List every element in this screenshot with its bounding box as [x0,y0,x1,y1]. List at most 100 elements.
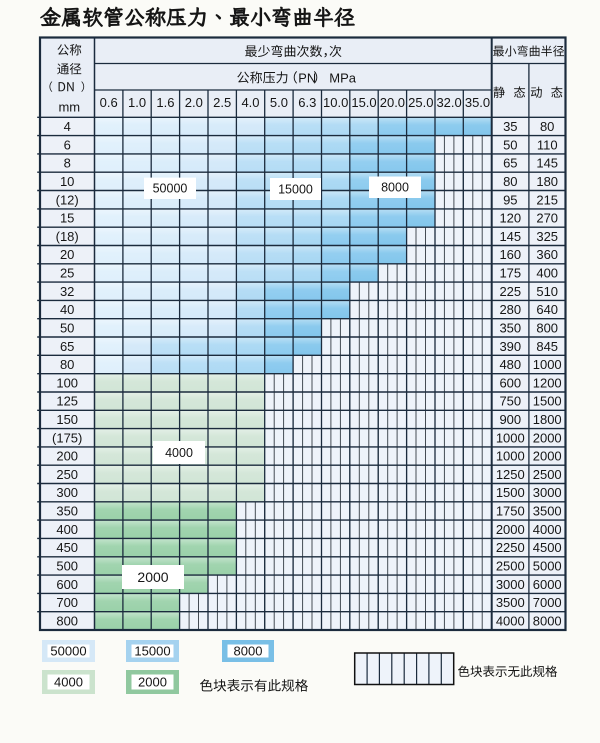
svg-text:280: 280 [499,302,521,317]
svg-text:1800: 1800 [533,412,562,427]
svg-text:250: 250 [56,467,78,482]
svg-text:15000: 15000 [134,644,170,659]
svg-text:640: 640 [536,302,558,317]
svg-text:50: 50 [60,320,74,335]
svg-text:2.0: 2.0 [185,95,203,110]
svg-text:3500: 3500 [496,595,525,610]
svg-text:5.0: 5.0 [270,95,288,110]
svg-text:1.6: 1.6 [156,95,174,110]
svg-text:350: 350 [499,320,521,335]
svg-text:35.0: 35.0 [465,95,490,110]
svg-text:480: 480 [499,357,521,372]
svg-text:65: 65 [60,339,74,354]
svg-text:175: 175 [499,266,521,281]
svg-text:1.0: 1.0 [128,95,146,110]
svg-text:mm: mm [58,100,80,115]
svg-text:(12): (12) [56,192,79,207]
svg-text:0.6: 0.6 [100,95,118,110]
svg-text:200: 200 [56,449,78,464]
svg-text:80: 80 [60,357,74,372]
svg-text:100: 100 [56,375,78,390]
svg-text:25.0: 25.0 [408,95,433,110]
svg-text:325: 325 [536,229,558,244]
svg-text:120: 120 [499,211,521,226]
svg-text:50: 50 [503,137,517,152]
svg-text:2500: 2500 [533,467,562,482]
svg-text:8: 8 [64,156,71,171]
svg-text:600: 600 [56,577,78,592]
svg-text:95: 95 [503,192,517,207]
svg-text:4000: 4000 [165,446,193,460]
svg-text:32.0: 32.0 [436,95,461,110]
svg-text:225: 225 [499,284,521,299]
svg-text:4500: 4500 [533,540,562,555]
svg-text:125: 125 [56,394,78,409]
svg-text:8000: 8000 [381,181,409,195]
svg-text:450: 450 [56,540,78,555]
svg-text:PN: PN [298,70,316,85]
svg-text:400: 400 [56,522,78,537]
svg-text:500: 500 [56,559,78,574]
svg-text:7000: 7000 [533,595,562,610]
svg-text:845: 845 [536,339,558,354]
svg-text:8000: 8000 [533,613,562,628]
svg-text:4: 4 [64,119,71,134]
svg-text:15000: 15000 [278,182,313,196]
svg-text:400: 400 [536,266,558,281]
svg-text:160: 160 [499,247,521,262]
svg-text:360: 360 [536,247,558,262]
svg-text:6000: 6000 [533,577,562,592]
svg-text:800: 800 [536,320,558,335]
svg-text:10: 10 [60,174,74,189]
svg-text:20: 20 [60,247,74,262]
svg-text:900: 900 [499,412,521,427]
svg-text:110: 110 [537,137,558,152]
svg-text:1000: 1000 [496,430,525,445]
svg-text:2000: 2000 [533,449,562,464]
svg-text:4.0: 4.0 [241,95,259,110]
svg-text:270: 270 [536,211,558,226]
svg-text:600: 600 [499,375,521,390]
svg-text:1500: 1500 [496,485,525,500]
svg-text:2.5: 2.5 [213,95,231,110]
svg-text:4000: 4000 [54,675,83,690]
svg-text:2000: 2000 [496,522,525,537]
svg-text:8000: 8000 [234,644,263,659]
svg-text:510: 510 [536,284,558,299]
svg-text:10.0: 10.0 [323,95,348,110]
svg-text:4000: 4000 [496,613,525,628]
svg-text:700: 700 [56,595,78,610]
svg-text:2500: 2500 [496,559,525,574]
svg-text:40: 40 [60,302,74,317]
svg-text:390: 390 [499,339,521,354]
svg-text:2000: 2000 [533,430,562,445]
svg-text:180: 180 [536,174,558,189]
svg-text:145: 145 [536,156,558,171]
svg-text:300: 300 [56,485,78,500]
svg-text:50000: 50000 [153,182,188,196]
svg-text:6: 6 [64,137,71,152]
svg-text:350: 350 [56,504,78,519]
svg-text:80: 80 [503,174,517,189]
svg-text:2000: 2000 [138,675,167,690]
svg-text:(18): (18) [56,229,79,244]
svg-text:80: 80 [540,119,554,134]
svg-text:65: 65 [503,156,517,171]
svg-text:(175): (175) [52,430,82,445]
svg-text:1750: 1750 [496,504,525,519]
svg-text:15.0: 15.0 [351,95,376,110]
svg-text:1250: 1250 [496,467,525,482]
svg-text:MPa: MPa [329,70,357,85]
svg-text:750: 750 [499,394,521,409]
svg-text:20.0: 20.0 [380,95,405,110]
svg-text:215: 215 [536,192,558,207]
svg-text:32: 32 [60,284,74,299]
svg-text:35: 35 [503,119,517,134]
svg-text:3000: 3000 [496,577,525,592]
svg-text:1000: 1000 [496,449,525,464]
svg-text:1200: 1200 [533,375,562,390]
svg-text:4000: 4000 [533,522,562,537]
svg-text:5000: 5000 [533,559,562,574]
svg-text:2000: 2000 [137,569,168,585]
svg-text:6.3: 6.3 [298,95,316,110]
